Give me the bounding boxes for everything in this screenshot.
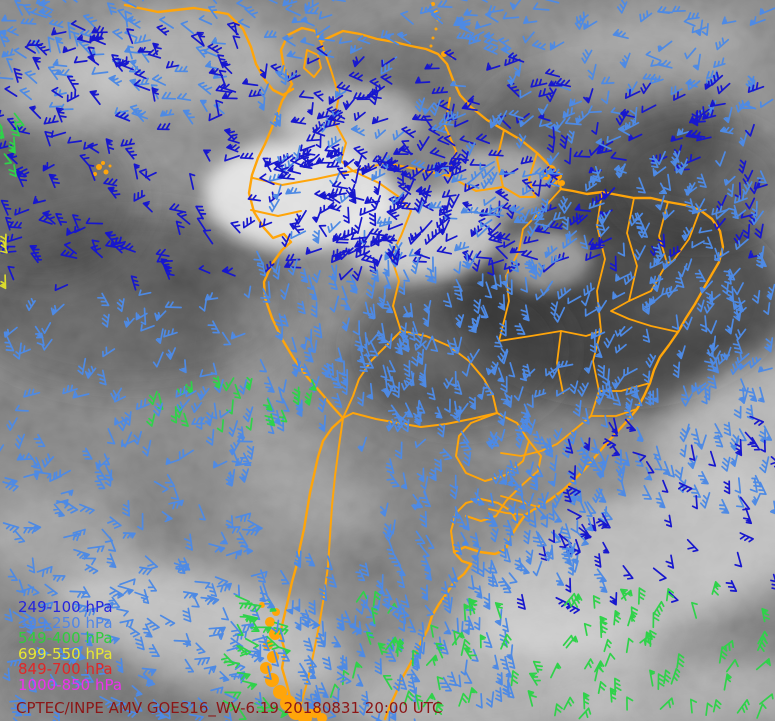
border-ecuador-peru-border [250, 209, 302, 217]
legend-item-low: 549-400 hPa [18, 629, 113, 648]
wind-barb-region-amazon-central-deep [330, 147, 542, 277]
wind-barb-region-venezuela-colombia-deep [239, 45, 561, 282]
wind-barb-region-pacific-south [2, 471, 269, 721]
border-state-bahia-north [610, 300, 679, 333]
legend-item-magenta: 1000-850 hPa [18, 675, 123, 694]
legend-item-high: 249-100 hPa [18, 598, 113, 616]
wind-barb-region-caribbean-central [236, 0, 560, 67]
legend-item-yellow: 699-550 hPa [18, 644, 113, 663]
pressure-legend: 249-100 hPa 399-250 hPa 549-400 hPa 699-550… [18, 598, 123, 694]
border-argentina-chile-border [300, 417, 344, 705]
wind-barb-region-southeast-corner-green [565, 581, 774, 720]
galapagos-islands [93, 161, 112, 176]
wind-barb-region-equatorial-atlantic [427, 105, 651, 239]
border-state-south-brazil [488, 495, 539, 516]
wind-barb-region-atlantic-north [509, 0, 775, 149]
islands-layer [93, 2, 565, 721]
border-central-america-coast [123, 3, 295, 97]
product-caption: CPTEC/INPE AMV GOES16_WV-6.19 20180831 2… [16, 699, 443, 717]
chilean-fjords [259, 602, 327, 721]
wind-barb-region-patagonia-mid [300, 599, 434, 721]
border-bolivia-brazil-border [400, 330, 498, 414]
wind-barb-region-uruguay-coastal [453, 491, 608, 594]
wind-barb-region-chile-coast-green [220, 594, 291, 721]
wind-barb-region-atlantic-southeast-deep [516, 415, 775, 614]
border-state-saopaulo-parana [500, 450, 542, 457]
border-guyana-suriname-border [496, 129, 505, 188]
wind-barb-region-amazon-clouds-deep [258, 113, 462, 259]
wind-barb-region-caribbean-west-deep [0, 20, 241, 292]
wind-barb-region-atlantic-southeast-rows [511, 380, 775, 523]
wind-barb-region-atlantic-north-deep [538, 71, 768, 272]
legend-item-red: 849-700 hPa [18, 660, 113, 679]
border-argentina-brazil-border [465, 440, 542, 522]
border-paraguay-border [455, 412, 530, 482]
wind-barb-region-east-coast-offshore [584, 245, 775, 407]
border-lake-maracaibo [303, 49, 322, 78]
border-state-matogrosso-goias [556, 330, 564, 394]
border-peru-bolivia-border [342, 330, 402, 419]
border-state-maranhao-piaui [626, 197, 638, 302]
border-coastline-east [279, 26, 725, 721]
wind-barb-region-pacific-west-edge-yellow [0, 233, 8, 290]
legend-item-mid: 399-250 hPa [18, 613, 113, 632]
border-bolivia-argentina-border [342, 412, 498, 428]
wind-barb-region-ne-brazil [534, 150, 773, 412]
wind-barb-region-pacific-west-edge-green [0, 112, 25, 178]
border-coastline-west [247, 82, 345, 703]
wind-barb-region-south-atlantic-green [329, 588, 666, 717]
wind-barb-region-pacific-mid [0, 289, 255, 487]
wind-barb-region-bolivia-sparse [357, 330, 536, 452]
wind-barb-region-pacific-peru-green [146, 376, 317, 433]
